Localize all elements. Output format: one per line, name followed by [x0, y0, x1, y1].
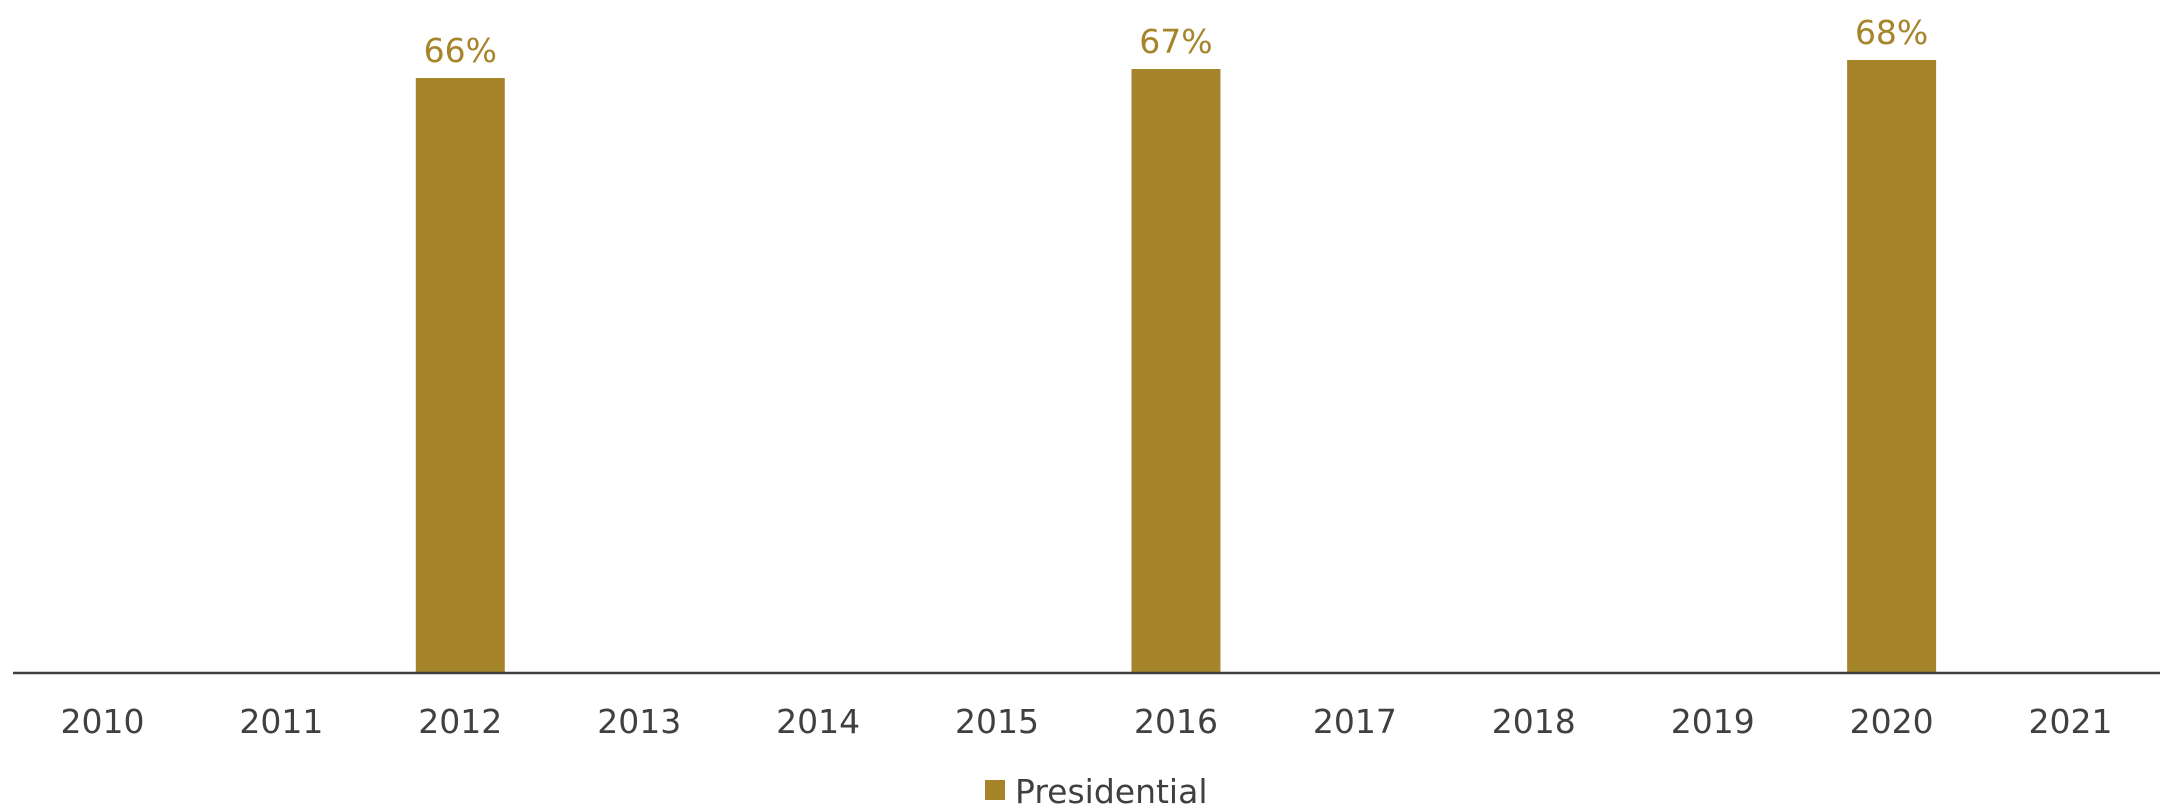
x-tick-label: 2017	[1313, 702, 1397, 741]
x-tick-label: 2014	[776, 702, 860, 741]
legend-label-presidential: Presidential	[1015, 772, 1208, 810]
x-tick-label: 2011	[239, 702, 323, 741]
x-tick-label: 2010	[60, 702, 144, 741]
data-label-2012: 66%	[424, 31, 497, 70]
bar-presidential-2020	[1847, 60, 1937, 673]
legend-swatch-presidential	[985, 780, 1005, 800]
x-tick-label: 2013	[597, 702, 681, 741]
bar-presidential-2016	[1131, 69, 1221, 673]
data-labels-group: 66% 67% 68%	[424, 13, 1929, 70]
x-tick-label: 2016	[1134, 702, 1218, 741]
x-tick-label: 2018	[1492, 702, 1576, 741]
bar-presidential-2012	[415, 78, 505, 673]
x-tick-label: 2015	[955, 702, 1039, 741]
x-tick-labels-group: 2010 2011 2012 2013 2014 2015 2016 2017 2018 2019…	[60, 702, 2112, 741]
data-label-2020: 68%	[1855, 13, 1928, 52]
x-tick-label: 2021	[2029, 702, 2113, 741]
x-tick-label: 2020	[1850, 702, 1934, 741]
legend: Presidential	[985, 772, 1208, 810]
data-label-2016: 67%	[1139, 22, 1212, 61]
x-tick-label: 2012	[418, 702, 502, 741]
x-tick-label: 2019	[1671, 702, 1755, 741]
bars-group	[415, 60, 1937, 673]
